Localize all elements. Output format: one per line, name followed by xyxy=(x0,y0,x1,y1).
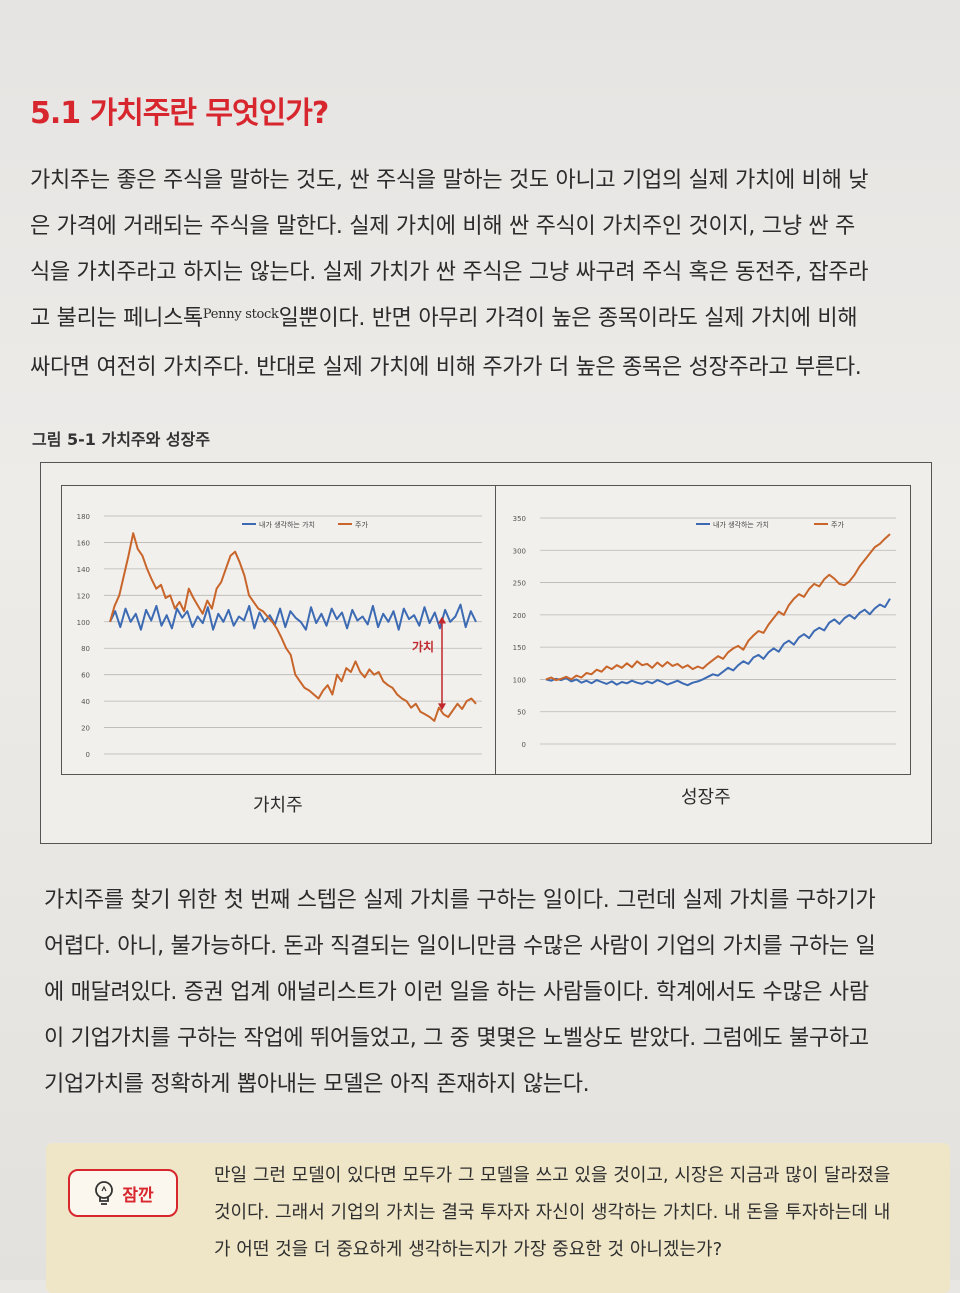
figure-caption: 그림 5-1 가치주와 성장주 xyxy=(32,430,211,449)
paragraph-line: 에 매달려있다. 증권 업계 애널리스트가 이런 일을 하는 사람들이다. 학계… xyxy=(44,980,869,1005)
tip-line: 가 어떤 것을 더 중요하게 생각하는지가 가장 중요한 것 아니겠는가? xyxy=(214,1239,723,1260)
paragraph-line: 이 기업가치를 구하는 작업에 뛰어들었고, 그 중 몇몇은 노벨상도 받았다.… xyxy=(44,1026,869,1051)
tip-line: 것이다. 그래서 기업의 가치는 결국 투자자 자신이 생각하는 가치다. 내 … xyxy=(214,1202,891,1223)
y-tick-label: 20 xyxy=(81,725,90,733)
intro-paragraph: 가치주는 좋은 주식을 말하는 것도, 싼 주식을 말하는 것도 아니고 기업의… xyxy=(30,158,942,391)
y-tick-label: 150 xyxy=(513,644,526,652)
paragraph-line: 고 불리는 페니스톡Penny stock일뿐이다. 반면 아무리 가격이 높은… xyxy=(30,296,942,345)
y-tick-label: 350 xyxy=(513,515,526,523)
y-tick-label: 250 xyxy=(513,580,526,588)
series-line xyxy=(545,598,891,687)
penny-stock-annotation: Penny stock xyxy=(202,307,279,322)
arrow-head-up xyxy=(438,616,446,624)
legend-label: 내가 생각하는 가치 xyxy=(713,520,769,529)
growth-stock-label: 성장주 xyxy=(681,787,731,808)
y-tick-label: 100 xyxy=(513,676,526,684)
paragraph-line: 기업가치를 정확하게 뽑아내는 모델은 아직 존재하지 않는다. xyxy=(44,1072,590,1097)
y-tick-label: 120 xyxy=(77,592,90,600)
paragraph-line: 식을 가치주라고 하지는 않는다. 실제 가치가 싼 주식은 그냥 싸구려 주식… xyxy=(30,260,869,285)
paragraph-line: 은 가격에 거래되는 주식을 말한다. 실제 가치에 비해 싼 주식이 가치주인… xyxy=(30,214,855,239)
growth-stock-chart-panel: 0 50 100 150 200 250 300 350 내가 생각하는 가치 주가 xyxy=(495,485,911,775)
tip-badge-label: 잠깐 xyxy=(122,1185,154,1206)
series-line xyxy=(109,532,477,722)
arrow-head-down xyxy=(438,703,446,711)
value-annotation: 가치 xyxy=(412,639,434,654)
body-paragraph: 가치주를 찾기 위한 첫 번째 스텝은 실제 가치를 구하는 일이다. 그런데 … xyxy=(44,878,949,1108)
y-tick-label: 140 xyxy=(77,566,90,574)
y-tick-label: 80 xyxy=(81,645,90,653)
y-tick-label: 180 xyxy=(77,513,90,521)
paragraph-line: 가치주는 좋은 주식을 말하는 것도, 싼 주식을 말하는 것도 아니고 기업의… xyxy=(30,168,869,193)
y-tick-label: 50 xyxy=(517,709,526,717)
growth-stock-chart: 0 50 100 150 200 250 300 350 내가 생각하는 가치 주가 xyxy=(513,515,896,749)
y-tick-label: 0 xyxy=(86,751,90,759)
legend-label: 내가 생각하는 가치 xyxy=(259,520,315,529)
y-tick-label: 100 xyxy=(77,619,90,627)
y-tick-label: 40 xyxy=(81,698,90,706)
lightbulb-icon xyxy=(95,1181,114,1205)
y-tick-label: 160 xyxy=(77,539,90,547)
y-tick-label: 60 xyxy=(81,672,90,680)
tip-box: 잠깐 만일 그런 모델이 있다면 모두가 그 모델을 쓰고 있을 것이고, 시장… xyxy=(46,1143,950,1293)
line-text: 일뿐이다. 반면 아무리 가격이 높은 종목이라도 실제 가치에 비해 xyxy=(278,306,858,331)
section-heading: 5.1 가치주란 무엇인가? xyxy=(30,96,329,131)
y-tick-label: 0 xyxy=(522,741,526,749)
legend-label: 주가 xyxy=(831,520,844,529)
y-tick-label: 300 xyxy=(513,547,526,555)
series-line xyxy=(109,603,477,631)
paragraph-line: 어렵다. 아니, 불가능하다. 돈과 직결되는 일이니만큼 수많은 사람이 기업… xyxy=(44,934,876,959)
legend-label: 주가 xyxy=(355,520,368,529)
paragraph-line: 싸다면 여전히 가치주다. 반대로 실제 가치에 비해 주가가 더 높은 종목은… xyxy=(30,355,862,380)
tip-badge: 잠깐 xyxy=(68,1169,178,1217)
value-stock-label: 가치주 xyxy=(253,795,303,816)
tip-text: 만일 그런 모델이 있다면 모두가 그 모델을 쓰고 있을 것이고, 시장은 지… xyxy=(214,1157,944,1268)
y-tick-label: 200 xyxy=(513,612,526,620)
paragraph-line: 가치주를 찾기 위한 첫 번째 스텝은 실제 가치를 구하는 일이다. 그런데 … xyxy=(44,888,876,913)
series-line xyxy=(545,533,891,682)
tip-line: 만일 그런 모델이 있다면 모두가 그 모델을 쓰고 있을 것이고, 시장은 지… xyxy=(214,1165,891,1186)
line-text: 고 불리는 페니스톡 xyxy=(30,306,203,331)
